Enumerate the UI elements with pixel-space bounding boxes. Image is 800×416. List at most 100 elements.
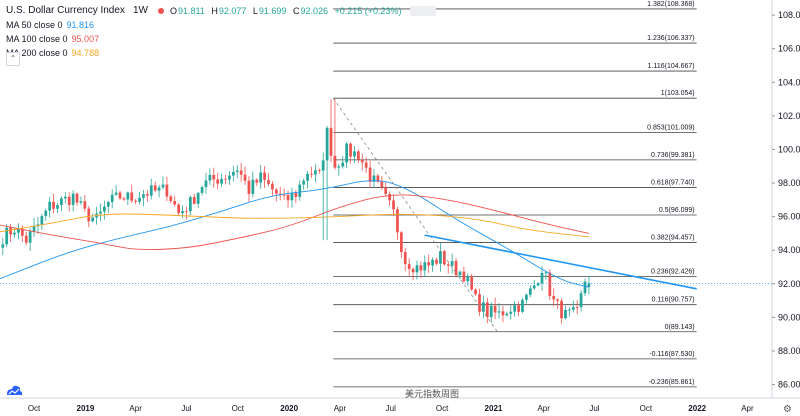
candle-body — [63, 196, 67, 199]
candle-body — [5, 227, 9, 245]
candle-body — [181, 211, 184, 214]
fib-level-label: 0.736(99.381) — [651, 152, 695, 159]
candle-body — [114, 192, 118, 195]
y-tick-label: 88.000 — [778, 346, 800, 356]
collapse-legend-chevron-up-icon[interactable]: ⌃ — [6, 52, 20, 66]
candle-body — [419, 265, 423, 271]
candle-body — [290, 192, 294, 201]
candle-body — [71, 193, 75, 205]
candle-body — [376, 175, 380, 182]
y-axis: 86.000 88.000 90.000 92.000 94.000 96.000 98.0… — [771, 0, 800, 398]
candle-body — [235, 170, 239, 172]
candle-body — [540, 272, 544, 284]
candle-body — [298, 184, 302, 197]
x-tick-label: Jul — [589, 404, 599, 413]
ma100-value: 95.007 — [71, 34, 100, 44]
candle-body — [91, 217, 95, 222]
x-tick-label: Apr — [129, 404, 142, 413]
candle-body — [32, 226, 36, 232]
candle-body — [411, 268, 415, 273]
candle-body — [528, 288, 532, 295]
candle-body — [329, 127, 333, 156]
y-tick-label: 102.000 — [778, 111, 800, 121]
candle-body — [200, 187, 204, 193]
close-value: 92.026 — [300, 6, 328, 16]
candle-body — [372, 175, 376, 182]
candle-body — [314, 170, 317, 175]
y-tick-label: 100.000 — [778, 144, 800, 154]
fib-level-label: 1.236(106.337) — [647, 35, 694, 42]
y-tick-label: 92.000 — [778, 279, 800, 289]
candle-body — [138, 197, 141, 202]
candle-body — [396, 209, 399, 233]
candle-body — [83, 201, 87, 209]
candle-body — [306, 173, 309, 181]
ma50-name: MA 50 close 0 — [6, 20, 63, 30]
candle-body — [56, 205, 59, 209]
ma-line — [0, 213, 589, 238]
candle-body — [462, 271, 466, 282]
candle-body — [110, 194, 114, 203]
candle-body — [243, 174, 247, 181]
candle-body — [79, 201, 83, 203]
tradingview-logo-icon[interactable] — [4, 382, 24, 400]
legend-actions[interactable] — [409, 6, 436, 16]
candle-body — [505, 313, 509, 316]
candle-body — [255, 179, 259, 183]
candle-body — [122, 198, 126, 200]
y-tick-label: 90.000 — [778, 312, 800, 322]
gear-icon[interactable]: ⚙ — [783, 404, 792, 415]
candle-body — [271, 183, 274, 190]
ma50-value: 91.816 — [66, 20, 95, 30]
timeframe-label[interactable]: 1W — [132, 5, 148, 16]
candle-body — [415, 265, 419, 273]
candle-body — [87, 208, 91, 222]
chart-watermark: 美元指数周图 — [405, 389, 460, 399]
candle-body — [259, 172, 263, 183]
candle-body — [282, 194, 286, 196]
candle-body — [493, 305, 497, 313]
ma200-name: MA 200 close 0 — [6, 48, 68, 58]
candle-body — [360, 159, 364, 163]
candle-body — [353, 151, 356, 157]
moving-averages — [0, 180, 590, 288]
candle-body — [442, 251, 446, 265]
candle-body — [521, 299, 524, 312]
candle-body — [458, 271, 462, 276]
x-tick-label: Jul — [181, 404, 191, 413]
candle-body — [149, 185, 153, 196]
x-tick-label: 2020 — [280, 404, 298, 413]
candle-body — [333, 155, 337, 168]
candle-body — [548, 272, 552, 297]
candle-body — [583, 281, 587, 294]
candle-body — [28, 231, 32, 243]
candle-body — [536, 283, 540, 286]
candle-body — [17, 228, 20, 233]
candle-body — [568, 309, 571, 311]
candle-body — [134, 200, 138, 202]
fib-level-label: 1.382(108.368) — [647, 1, 694, 8]
legend-ma200[interactable]: MA 200 close 0 94.788 — [6, 46, 436, 60]
candle-body — [99, 211, 102, 214]
x-tick-label: Jul — [386, 404, 396, 413]
y-tick-label: 98.000 — [778, 178, 800, 188]
fib-level-label: 0.236(92.426) — [651, 269, 695, 276]
candle-body — [157, 187, 161, 191]
candle-body — [188, 197, 192, 212]
candle-body — [478, 294, 481, 312]
trend-line — [424, 234, 697, 290]
candle-body — [349, 143, 352, 157]
legend-ma50[interactable]: MA 50 close 0 91.816 — [6, 18, 436, 32]
candle-body — [204, 180, 208, 188]
candle-body — [435, 259, 438, 264]
fib-level-label: 0.853(101.009) — [647, 125, 694, 132]
x-axis: Oct 2019 Apr Jul Oct 2020 Apr Jul Oct 2021 Apr Jul O… — [0, 397, 800, 413]
legend-ma100[interactable]: MA 100 close 0 95.007 — [6, 32, 436, 46]
x-tick-label: Oct — [28, 404, 41, 413]
candle-body — [317, 170, 321, 171]
candle-body — [392, 200, 395, 210]
candle-body — [185, 211, 188, 212]
candle-body — [466, 276, 470, 282]
ma-line — [0, 180, 590, 288]
